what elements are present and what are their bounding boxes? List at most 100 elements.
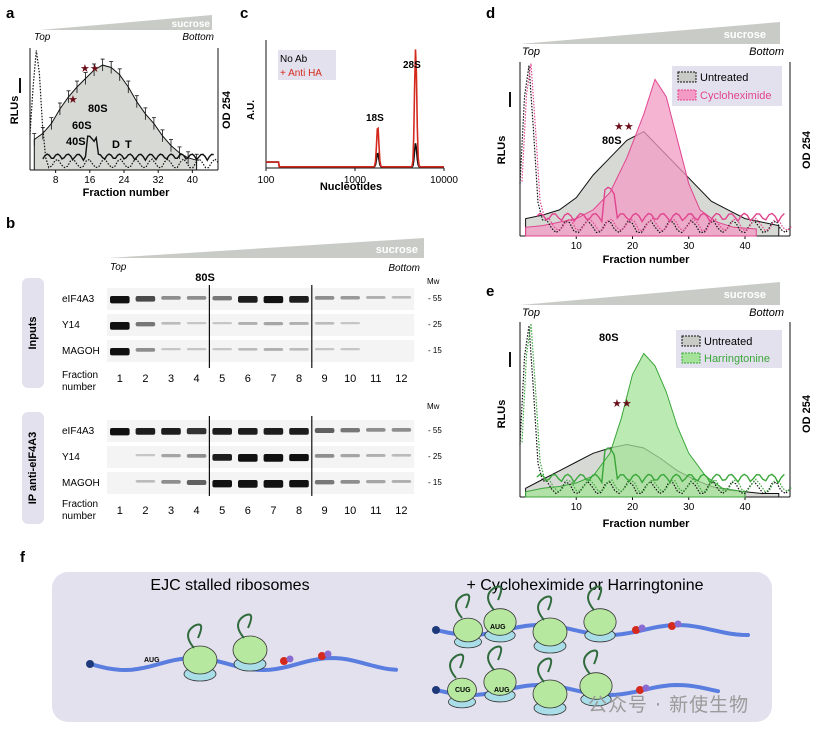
blot-band-inputs: [186, 348, 207, 351]
bottom-label-a: Bottom: [182, 32, 214, 43]
x-tick-label-e: 40: [739, 502, 751, 513]
fraction-number-inputs: 11: [370, 373, 381, 385]
x-tick-label-c: 10000: [430, 175, 458, 186]
nascent-peptide: [187, 623, 203, 649]
blot-strip-ip: [107, 472, 415, 494]
blot-band-inputs: [135, 322, 156, 327]
bottom-label-b: Bottom: [388, 263, 420, 274]
f-left-title: EJC stalled ribosomes: [150, 577, 309, 594]
fraction-number-ip: 11: [370, 505, 381, 517]
sucrose-gradient-e: [520, 282, 780, 305]
y2label-e: OD 254: [801, 394, 813, 433]
legend-d-chx: Cycloheximide: [700, 90, 772, 102]
star-e: ★★: [612, 398, 632, 410]
panel-d-label: d: [486, 5, 495, 22]
blot-band-inputs: [238, 348, 258, 351]
blot-band-inputs: [263, 322, 284, 326]
y2label-a: OD 254: [221, 90, 233, 129]
large-subunit: [483, 608, 517, 636]
peak-60s-label: 60S: [72, 120, 92, 132]
x-tick-label-a: 16: [84, 175, 96, 186]
legend-d-swatch-chx: [677, 89, 697, 101]
blot-band-ip: [186, 454, 207, 458]
nascent-peptide: [487, 585, 503, 611]
blot-band-inputs: [340, 348, 360, 351]
fraction-number-inputs: 6: [245, 373, 251, 385]
watermark: 公众号 · 新使生物: [588, 694, 750, 716]
blot-band-ip: [161, 454, 181, 458]
blot-row-label-ip: MAGOH: [62, 478, 100, 489]
xlabel-a: Fraction number: [83, 187, 171, 199]
blot-band-ip: [366, 480, 386, 484]
blot-band-inputs: [263, 296, 284, 304]
area-e-Harringtonine: [525, 352, 746, 498]
ejc-marker: [286, 655, 294, 663]
fraction-number-ip: 7: [270, 505, 276, 517]
blot-band-inputs: [110, 322, 130, 330]
legend-e-harr: Harringtonine: [704, 353, 770, 365]
legend-e-swatch-untreated: [681, 335, 701, 347]
top-label-a: Top: [34, 32, 51, 43]
blot-band-ip: [212, 480, 232, 488]
blot-band-inputs: [340, 322, 360, 325]
profile-line-a: [42, 135, 214, 162]
blot-band-inputs: [314, 322, 335, 325]
fraction-number-ip: 8: [296, 505, 302, 517]
blot-band-inputs: [186, 322, 207, 325]
blot-band-ip: [212, 428, 232, 435]
panel-f-label: f: [20, 549, 26, 566]
f-aug-right1: AUG: [490, 624, 506, 631]
sucrose-gradient-d: [520, 22, 780, 44]
fraction-number-inputs: 1: [117, 373, 123, 385]
ejc-marker: [318, 652, 326, 660]
blot-band-inputs: [161, 322, 181, 325]
blot-band-ip: [186, 428, 207, 435]
blot-band-inputs: [161, 348, 181, 351]
blot-band-ip: [366, 428, 386, 432]
blot-band-inputs: [212, 322, 232, 325]
x-tick-label-d: 40: [739, 241, 751, 252]
legend-c-noab: No Ab: [280, 54, 308, 65]
fraction-label-1b: Fraction: [62, 499, 98, 510]
chart-d: 10 20 30 40: [509, 62, 793, 252]
blot-band-ip: [238, 428, 258, 435]
blot-band-inputs: [186, 296, 207, 300]
blot-mw-inputs: - 15: [428, 346, 442, 355]
blot-band-ip: [110, 428, 130, 436]
blot-band-ip: [391, 428, 412, 432]
xlabel-d: Fraction number: [603, 254, 691, 266]
blot-band-ip: [314, 480, 335, 485]
ylabel-d: RLUs: [496, 136, 508, 165]
blot-strip-ip: [107, 446, 415, 468]
large-subunit: [182, 645, 218, 675]
blot-strip-inputs: [107, 340, 415, 362]
sucrose-gradient-a: [40, 15, 212, 30]
nascent-peptide: [487, 645, 503, 671]
bottom-label-d: Bottom: [749, 46, 784, 58]
x-tick-label-a: 8: [53, 175, 59, 186]
sucrose-label-e: sucrose: [724, 289, 766, 301]
fraction-number-ip: 2: [142, 505, 148, 517]
blot-mw-ip: - 55: [428, 426, 442, 435]
blot-band-ip: [340, 454, 360, 458]
y2label-d: OD 254: [801, 130, 813, 169]
ip-title: IP anti-eIF4A3: [27, 432, 39, 505]
x-tick-label-e: 10: [571, 502, 583, 513]
large-subunit: [532, 617, 568, 647]
blot-row-label-inputs: Y14: [62, 320, 80, 331]
ejc-marker: [642, 684, 650, 692]
x-tick-label-a: 40: [187, 175, 199, 186]
od-trace-d-0: [519, 65, 791, 234]
blot-band-ip: [135, 480, 156, 483]
blot-strip-ip: [107, 420, 415, 442]
profile-line-e: [536, 447, 785, 485]
ejc-marker: [324, 650, 332, 658]
blot-band-ip: [135, 454, 156, 457]
blot-band-ip: [161, 428, 181, 435]
blot-band-ip: [289, 454, 309, 462]
profile-line-d: [536, 186, 785, 224]
fraction-label-2b: number: [62, 511, 97, 522]
fraction-label-1a: Fraction: [62, 370, 98, 381]
large-subunit: [532, 679, 568, 709]
